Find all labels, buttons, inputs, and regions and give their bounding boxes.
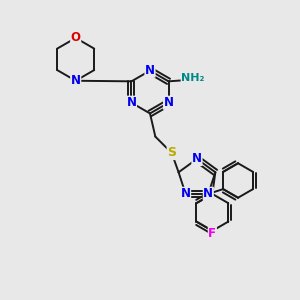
Text: N: N <box>181 188 190 200</box>
Text: N: N <box>203 188 213 200</box>
Text: N: N <box>164 96 173 109</box>
Text: N: N <box>145 64 155 77</box>
Text: N: N <box>127 96 136 109</box>
Text: NH₂: NH₂ <box>181 73 205 83</box>
Text: N: N <box>71 74 81 87</box>
Text: F: F <box>208 227 216 240</box>
Text: O: O <box>71 32 81 44</box>
Text: N: N <box>192 152 202 165</box>
Text: S: S <box>167 146 176 160</box>
